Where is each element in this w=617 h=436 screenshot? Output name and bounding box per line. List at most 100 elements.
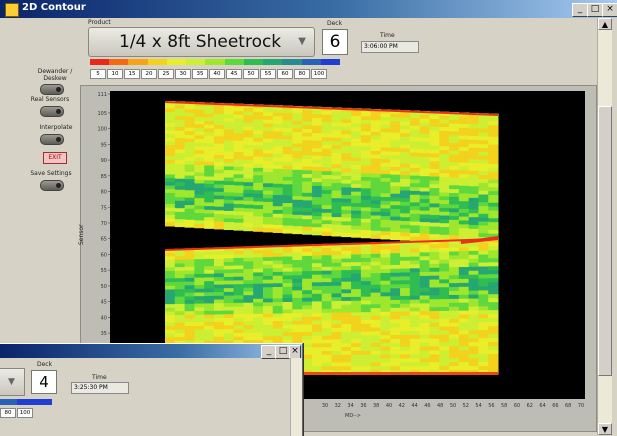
x-tick-label: 70 — [578, 403, 584, 409]
scale-value: 100 — [17, 408, 33, 418]
vertical-scrollbar[interactable]: ▲ ▼ — [597, 18, 612, 435]
scroll-up-arrow-icon[interactable]: ▲ — [598, 18, 612, 30]
x-tick-label: 44 — [411, 403, 417, 409]
y-tick-label: 90 — [101, 158, 107, 164]
band-edge — [165, 372, 498, 375]
x-tick-label: 30 — [322, 403, 328, 409]
second-title-bar[interactable]: _ □ × — [0, 344, 302, 359]
deck-field[interactable]: 6 — [322, 29, 348, 55]
y-tick-label: 95 — [101, 142, 107, 148]
band-edge — [461, 236, 498, 244]
scale-value[interactable]: 100 — [311, 69, 327, 79]
y-tick-label: 55 — [101, 268, 107, 274]
color-swatch — [186, 59, 206, 65]
dropdown-arrow-icon[interactable]: ▼ — [8, 377, 15, 387]
dropdown-arrow-icon[interactable]: ▼ — [298, 36, 306, 47]
second-contour-window: _ □ × ▼ Deck 4 Time 3:25:30 PM 80 100 — [0, 343, 303, 436]
scale-value[interactable]: 40 — [209, 69, 225, 79]
scale-value[interactable]: 5 — [90, 69, 106, 79]
x-tick-label: 32 — [335, 403, 341, 409]
y-tick-label: 100 — [97, 127, 107, 133]
color-swatch — [224, 59, 244, 65]
scale-value[interactable]: 45 — [226, 69, 242, 79]
scale-value[interactable]: 35 — [192, 69, 208, 79]
second-product-selector[interactable]: ▼ — [0, 368, 25, 396]
scale-value[interactable]: 80 — [294, 69, 310, 79]
second-time-display: 3:25:30 PM — [71, 382, 129, 394]
time-label: Time — [380, 32, 395, 39]
y-tick-label: 35 — [101, 331, 107, 337]
band-edge — [165, 101, 498, 116]
second-maximize-button[interactable]: □ — [275, 345, 291, 359]
y-tick-label: 45 — [101, 300, 107, 306]
real-sensors-toggle[interactable] — [40, 106, 64, 117]
x-tick-label: 64 — [539, 403, 545, 409]
y-tick-label: 65 — [101, 237, 107, 243]
scale-value[interactable]: 60 — [277, 69, 293, 79]
minimize-button[interactable]: _ — [572, 3, 588, 17]
product-value: 1/4 x 8ft Sheetrock — [119, 32, 282, 52]
save-settings-toggle[interactable] — [40, 180, 64, 191]
color-swatch — [243, 59, 264, 65]
color-scale-values: 5 10 15 20 25 30 35 40 45 50 55 60 80 100 — [90, 69, 328, 79]
x-tick-label: 62 — [527, 403, 533, 409]
second-vertical-scrollbar[interactable] — [290, 358, 302, 436]
second-deck-label: Deck — [37, 361, 53, 368]
y-tick-label: 70 — [101, 221, 107, 227]
second-deck-field[interactable]: 4 — [31, 370, 57, 394]
app-icon — [5, 3, 19, 17]
scroll-down-arrow-icon[interactable]: ▼ — [598, 423, 612, 435]
scale-value[interactable]: 10 — [107, 69, 123, 79]
band-edge — [165, 238, 498, 251]
color-swatch — [128, 59, 148, 65]
color-scale-bar — [90, 59, 341, 65]
product-selector[interactable]: 1/4 x 8ft Sheetrock ▼ — [88, 27, 315, 57]
deck-label: Deck — [327, 20, 343, 27]
save-settings-label: Save Settings — [30, 170, 72, 177]
x-tick-label: 54 — [475, 403, 481, 409]
color-swatch — [90, 59, 110, 65]
x-tick-label: 36 — [360, 403, 366, 409]
interpolate-toggle[interactable] — [40, 134, 64, 145]
second-color-scale-bar — [0, 399, 52, 405]
x-tick-label: 38 — [373, 403, 379, 409]
x-tick-label: 58 — [501, 403, 507, 409]
color-swatch — [282, 59, 302, 65]
x-tick-label: 66 — [552, 403, 558, 409]
title-bar[interactable]: 2D Contour _ □ × — [0, 0, 617, 18]
x-axis-label: MD--> — [345, 413, 361, 419]
color-swatch — [109, 59, 129, 65]
color-swatch — [301, 59, 321, 65]
color-swatch — [166, 59, 187, 65]
x-tick-label: 50 — [450, 403, 456, 409]
maximize-button[interactable]: □ — [587, 3, 603, 17]
time-display: 3:06:00 PM — [361, 41, 419, 53]
x-tick-label: 60 — [514, 403, 520, 409]
interpolate-label: Interpolate — [39, 124, 73, 131]
x-tick-label: 40 — [386, 403, 392, 409]
y-tick-label: 60 — [101, 252, 107, 258]
scale-value[interactable]: 55 — [260, 69, 276, 79]
x-tick-label: 48 — [437, 403, 443, 409]
scale-value[interactable]: 15 — [124, 69, 140, 79]
real-sensors-label: Real Sensors — [30, 96, 70, 103]
scale-value[interactable]: 25 — [158, 69, 174, 79]
exit-button[interactable]: EXIT — [43, 152, 67, 164]
dewander-toggle[interactable] — [40, 84, 64, 95]
close-button[interactable]: × — [602, 3, 617, 17]
y-axis-label: Sensor — [78, 224, 85, 245]
scroll-thumb[interactable] — [598, 106, 612, 376]
color-swatch — [320, 59, 341, 65]
second-close-button[interactable]: × — [289, 345, 301, 359]
second-color-scale-values: 80 100 — [0, 408, 34, 418]
scale-value[interactable]: 30 — [175, 69, 191, 79]
x-tick-label: 46 — [424, 403, 430, 409]
y-tick-label: 111 — [97, 92, 107, 98]
x-tick-label: 68 — [565, 403, 571, 409]
dewander-label: Dewander / Deskew — [37, 68, 73, 82]
color-swatch — [205, 59, 225, 65]
scale-value[interactable]: 20 — [141, 69, 157, 79]
product-label: Product — [88, 19, 111, 26]
scale-value[interactable]: 50 — [243, 69, 259, 79]
